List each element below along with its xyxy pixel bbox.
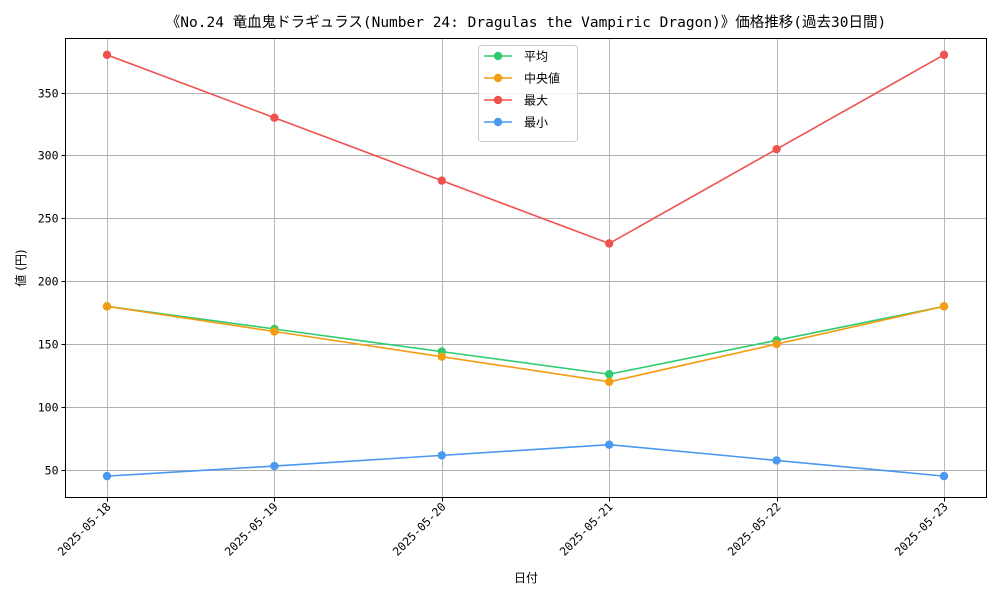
y-tick-label: 300 (38, 149, 59, 163)
y-axis: 50 100 150 200 250 300 350 (38, 87, 66, 478)
chart-title: 《No.24 竜血鬼ドラギュラス(Number 24: Dragulas the… (166, 14, 886, 31)
data-point (270, 461, 279, 471)
y-tick-label: 150 (38, 338, 59, 352)
x-axis-label: 日付 (514, 571, 538, 585)
legend-item: 中央値 (484, 71, 560, 86)
legend-label: 中央値 (524, 71, 560, 86)
data-point (102, 471, 112, 481)
data-point (437, 352, 446, 361)
y-tick-label: 350 (38, 87, 59, 101)
legend-box (478, 45, 578, 142)
y-tick-label: 200 (38, 275, 59, 289)
data-point (605, 239, 614, 248)
data-point (270, 327, 279, 336)
data-point (605, 377, 614, 387)
series-3 (102, 440, 949, 481)
data-point (270, 113, 279, 122)
series-2 (102, 50, 949, 248)
data-point (772, 144, 781, 154)
series-lines (102, 50, 949, 481)
legend-item: 平均 (484, 50, 548, 64)
series-line (106, 305, 945, 376)
y-axis-label: 値 (円) (13, 249, 28, 286)
series-line (106, 54, 945, 245)
series-1 (102, 302, 949, 387)
y-tick-label: 50 (45, 464, 59, 478)
legend-swatch-marker (493, 51, 503, 61)
data-point (939, 471, 949, 481)
data-point (102, 302, 112, 311)
data-point (939, 50, 949, 60)
series-line (106, 305, 945, 383)
data-point (772, 339, 781, 349)
data-point (605, 440, 614, 449)
legend-item: 最小 (484, 116, 548, 130)
legend-swatch-marker (493, 117, 503, 127)
legend-label: 最大 (524, 94, 548, 108)
data-point (605, 370, 614, 379)
legend-label: 平均 (524, 50, 548, 64)
y-tick-label: 100 (38, 401, 59, 415)
data-point (102, 50, 112, 60)
legend-item: 最大 (484, 94, 548, 108)
plot-frame (65, 38, 987, 498)
data-point (772, 456, 781, 465)
data-point (939, 302, 949, 311)
legend-swatch-marker (493, 73, 503, 83)
y-tick-label: 250 (38, 212, 59, 226)
legend-label: 最小 (524, 116, 548, 130)
data-point (437, 451, 446, 460)
series-line (106, 443, 945, 477)
data-point (437, 176, 446, 185)
legend-swatch-marker (493, 95, 503, 105)
